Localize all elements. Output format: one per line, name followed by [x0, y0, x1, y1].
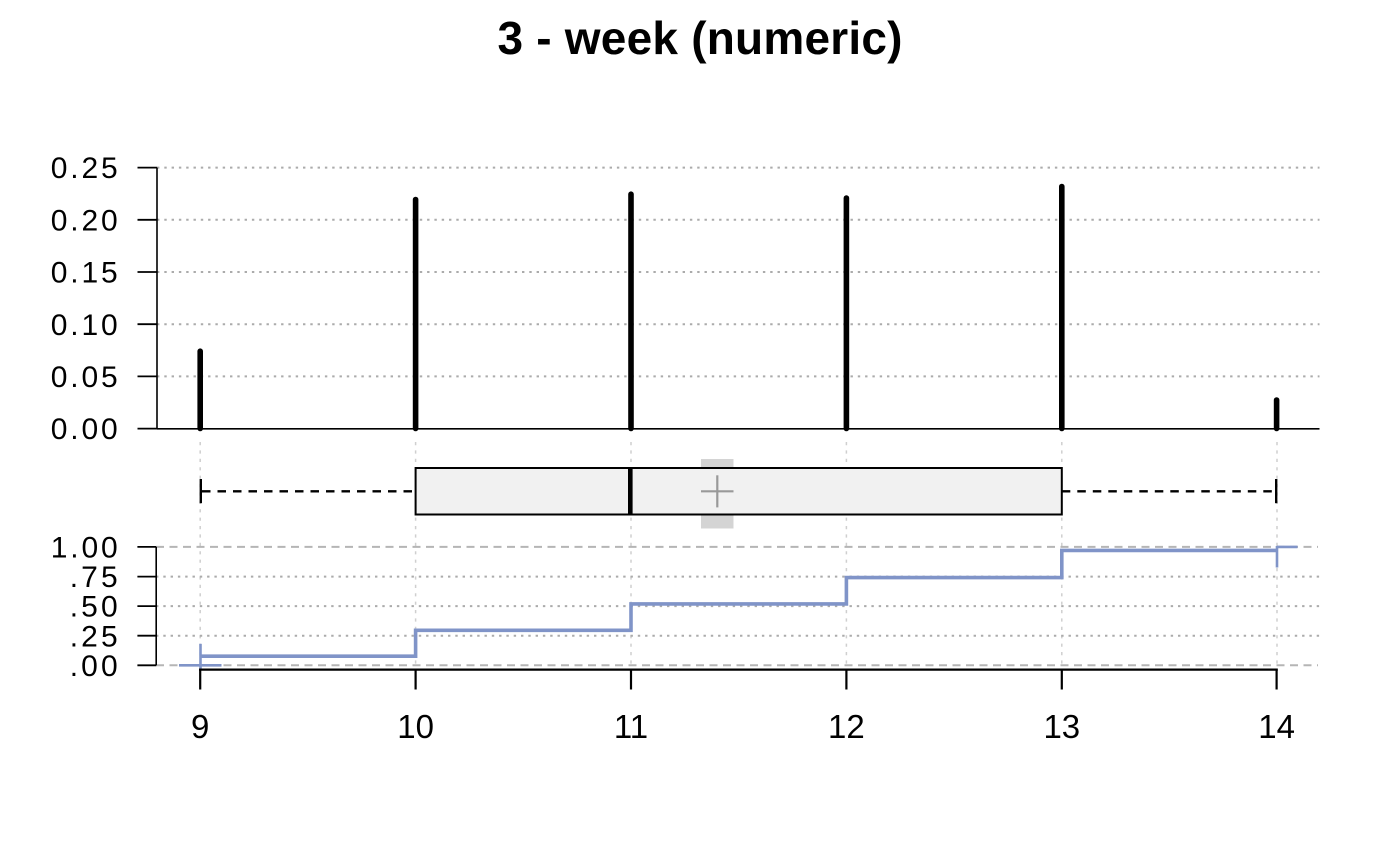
- svg-text:1.00: 1.00: [51, 532, 118, 565]
- svg-text:0.05: 0.05: [51, 361, 118, 394]
- svg-text:12: 12: [828, 708, 865, 745]
- svg-text:3 - week (numeric): 3 - week (numeric): [498, 12, 903, 64]
- svg-text:0.00: 0.00: [51, 413, 118, 446]
- svg-text:.00: .00: [70, 650, 118, 683]
- svg-text:10: 10: [397, 708, 434, 745]
- svg-text:14: 14: [1258, 708, 1295, 745]
- svg-text:0.25: 0.25: [51, 152, 118, 185]
- svg-text:0.20: 0.20: [51, 204, 118, 237]
- svg-text:0.15: 0.15: [51, 257, 118, 290]
- svg-text:.75: .75: [70, 561, 118, 594]
- svg-text:.25: .25: [70, 620, 118, 653]
- svg-text:0.10: 0.10: [51, 309, 118, 342]
- svg-text:.50: .50: [70, 591, 118, 624]
- svg-text:13: 13: [1043, 708, 1080, 745]
- svg-text:9: 9: [191, 708, 209, 745]
- svg-text:11: 11: [614, 708, 648, 745]
